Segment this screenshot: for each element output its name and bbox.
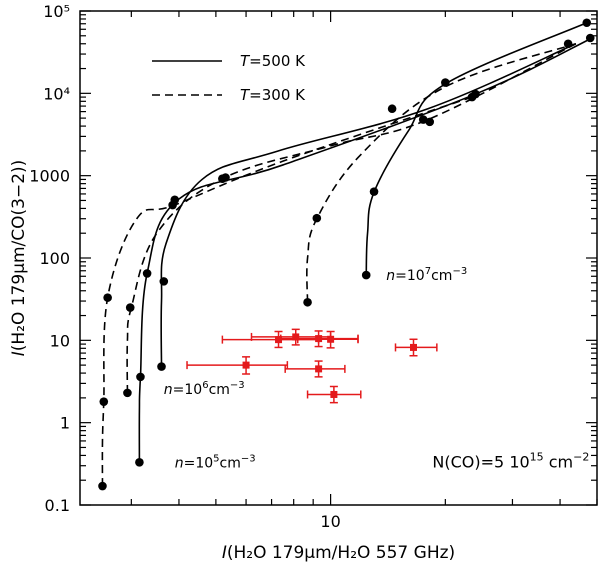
model-point	[123, 388, 132, 398]
y-tick-label: 10⁵	[43, 2, 70, 21]
plot-frame	[79, 10, 598, 506]
model-point	[369, 187, 379, 196]
model-point	[103, 293, 112, 302]
x-tick-label: 10	[320, 512, 340, 531]
obs-marker	[315, 365, 323, 373]
y-tick-label: 100	[39, 249, 70, 268]
observation-point	[186, 356, 289, 375]
model-point	[361, 270, 371, 280]
model-point	[159, 277, 169, 286]
model-point	[168, 200, 177, 210]
model-point	[585, 33, 595, 43]
obs-marker	[327, 335, 335, 343]
density-label: n=106cm−3	[164, 380, 245, 398]
model-point	[303, 297, 312, 307]
density-label: n=107cm−3	[386, 266, 467, 284]
observation-point	[394, 338, 438, 357]
obs-marker	[275, 336, 283, 344]
x-axis-title: I(H₂O 179μm/H₂O 557 GHz)	[222, 543, 455, 563]
model-point	[425, 117, 435, 127]
y-tick-label: 1	[60, 414, 70, 433]
observation-point	[306, 385, 362, 404]
model-point	[441, 78, 450, 87]
model-point	[98, 481, 107, 491]
model-point	[312, 213, 322, 223]
model-curve-5	[306, 43, 577, 303]
model-point	[467, 92, 477, 102]
model-curve-4	[126, 43, 577, 393]
y-tick-label: 10	[50, 331, 70, 350]
model-point	[125, 303, 135, 312]
model-point	[387, 104, 397, 114]
model-point	[563, 39, 573, 49]
column-density-label: N(CO)=5 1015 cm−2	[432, 450, 589, 471]
density-label: n=105cm−3	[175, 453, 256, 471]
y-tick-label: 0.1	[45, 496, 70, 515]
model-curve-2	[365, 22, 588, 276]
model-point	[157, 362, 166, 371]
obs-marker	[292, 333, 300, 341]
model-curve-1	[160, 43, 577, 367]
obs-marker	[409, 343, 417, 351]
model-point	[136, 372, 145, 382]
obs-marker	[330, 390, 338, 398]
obs-marker	[242, 361, 250, 369]
y-tick-label: 10⁴	[43, 84, 70, 103]
legend-label: T=500 K	[240, 52, 306, 70]
y-axis-title: I(H₂O 179μm/CO(3−2))	[9, 160, 29, 357]
model-point	[99, 397, 109, 406]
model-point	[582, 18, 592, 28]
model-point	[142, 269, 152, 278]
observation-point	[297, 330, 359, 349]
y-tick-label: 1000	[29, 167, 70, 186]
model-curve-3	[101, 96, 473, 487]
model-point	[418, 115, 428, 124]
model-point	[221, 173, 230, 182]
model-point	[135, 458, 144, 467]
observation-point	[284, 360, 346, 378]
legend-label: T=300 K	[240, 86, 306, 104]
